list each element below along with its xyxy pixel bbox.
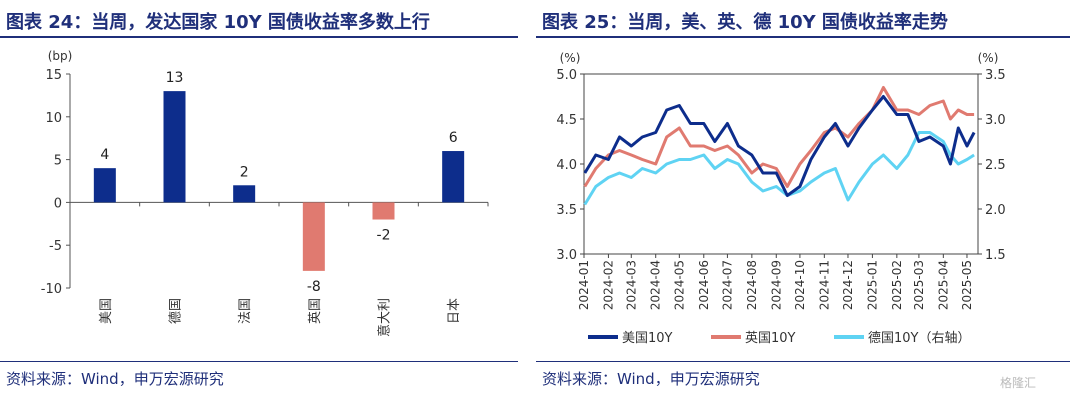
left-tick-label: 3.5 (556, 203, 577, 218)
right-tick-label: 2.5 (985, 158, 1006, 173)
left-tick-label: 3.0 (556, 248, 577, 263)
x-tick-label: 2024-08 (745, 260, 759, 310)
left-tick-label: 4.5 (556, 113, 577, 128)
title-rule (0, 36, 518, 38)
y-tick-label: -5 (49, 239, 62, 254)
line-chart-panel: 图表 25：当周，美、英、德 10Y 国债收益率走势 (%) (%) 5.0 4.5 4… (536, 0, 1080, 400)
x-tick-label: 2025-05 (960, 260, 974, 310)
y-tick-label: 10 (45, 111, 62, 126)
plot-frame (583, 73, 979, 255)
x-tick-label: 德国 (169, 298, 184, 324)
legend-label: 美国10Y (622, 331, 673, 346)
y-tick-label: 0 (54, 196, 62, 211)
legend-label: 德国10Y（右轴） (868, 331, 970, 346)
bar-5 (442, 151, 465, 203)
y-tick-label: 15 (45, 68, 62, 83)
bar-1 (163, 91, 186, 203)
x-tick-label: 2024-04 (649, 260, 663, 310)
source-rule (0, 361, 518, 362)
left-unit-label: (%) (560, 51, 581, 65)
left-tick-label: 4.0 (556, 158, 577, 173)
x-tick-label: 2024-05 (672, 260, 686, 310)
x-tick-label: 美国 (99, 298, 114, 324)
x-tick-label: 2024-10 (793, 260, 807, 310)
x-tick-label: 2024-01 (577, 260, 591, 310)
bar-value-label: 13 (166, 70, 184, 86)
y-tick-label: -10 (41, 282, 62, 297)
series-line-1 (583, 86, 975, 188)
left-tick-label: 5.0 (556, 68, 577, 83)
x-tick-label: 2024-06 (697, 260, 711, 310)
bar-0 (93, 168, 116, 203)
bar-4 (372, 202, 395, 220)
watermark: 格隆汇 (1000, 376, 1037, 390)
source-rule (536, 361, 1070, 362)
bar-chart: (bp) 15 10 5 0 -5 -10 4 美国 13 德国 2 法国 -8 英国 -2 意大利 6 日本 (41, 49, 489, 337)
chart-title: 图表 24：当周，发达国家 10Y 国债收益率多数上行 (6, 12, 430, 33)
x-tick-label: 法国 (238, 298, 253, 324)
x-tick-label: 英国 (308, 298, 323, 324)
source-note: 资料来源：Wind，申万宏源研究 (542, 370, 760, 388)
right-tick-label: 2.0 (985, 203, 1006, 218)
bar-2 (233, 185, 256, 203)
x-tick-label: 2024-02 (601, 260, 615, 310)
line-chart: (%) (%) 5.0 4.5 4.0 3.5 3.0 3.5 3.0 2.5 2.0 1.5 2024… (556, 51, 1006, 346)
right-tick-label: 1.5 (985, 248, 1006, 263)
source-note: 资料来源：Wind，申万宏源研究 (6, 370, 224, 388)
right-unit-label: (%) (978, 51, 999, 65)
x-tick-label: 日本 (447, 298, 462, 324)
bar-chart-panel: 图表 24：当周，发达国家 10Y 国债收益率多数上行 (bp) 15 10 5 0 -5… (0, 0, 528, 400)
legend-label: 英国10Y (745, 331, 796, 346)
bar-value-label: 6 (449, 130, 458, 146)
bar-value-label: 4 (100, 147, 109, 163)
x-tick-label: 2024-07 (720, 260, 734, 310)
x-tick-label: 2025-02 (890, 260, 904, 310)
x-tick-label: 2025-01 (865, 260, 879, 310)
title-rule (536, 36, 1070, 38)
x-tick-label: 2024-09 (769, 260, 783, 310)
bar-value-label: -2 (377, 228, 391, 244)
right-tick-label: 3.0 (985, 113, 1006, 128)
x-tick-label: 2025-03 (912, 260, 926, 310)
series-line-0 (583, 95, 976, 197)
right-tick-label: 3.5 (985, 68, 1006, 83)
bar-value-label: 2 (240, 164, 249, 180)
bar-3 (302, 202, 325, 271)
y-unit-label: (bp) (48, 49, 73, 63)
x-tick-label: 2024-12 (841, 260, 855, 310)
x-tick-label: 2024-11 (817, 260, 831, 310)
y-tick-label: 5 (54, 154, 62, 169)
x-tick-label: 2025-04 (936, 260, 950, 310)
x-tick-label: 意大利 (377, 298, 393, 337)
bar-value-label: -8 (307, 279, 321, 295)
series-line-2 (583, 131, 975, 206)
chart-title: 图表 25：当周，美、英、德 10Y 国债收益率走势 (542, 12, 948, 33)
x-tick-label: 2024-03 (624, 260, 638, 310)
